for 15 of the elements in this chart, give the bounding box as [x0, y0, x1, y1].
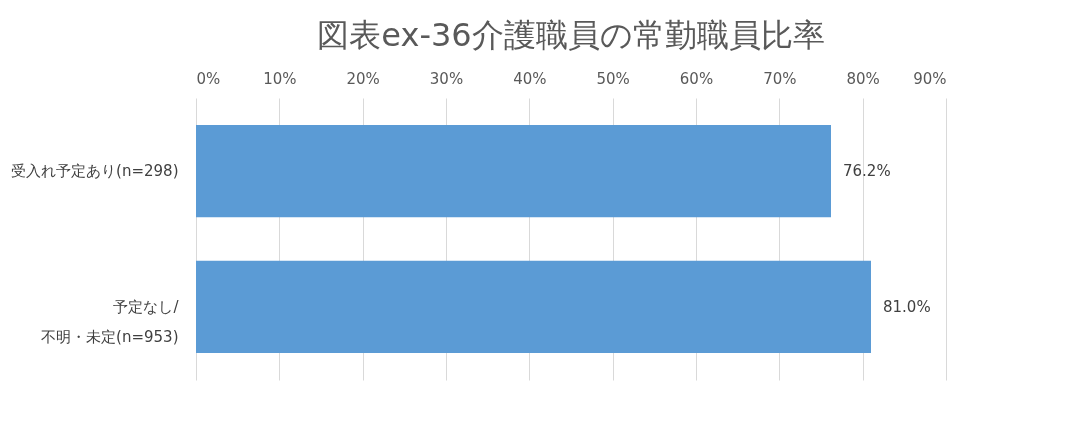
x-tick-label: 50% — [596, 69, 630, 88]
x-tick-label: 80% — [846, 69, 880, 88]
x-tick-label: 70% — [763, 69, 797, 88]
chart-title: 図表ex-36介護職員の常勤職員比率 — [317, 16, 825, 54]
x-tick-label: 90% — [913, 69, 947, 88]
x-tick-label: 0% — [196, 69, 221, 88]
x-tick-label: 20% — [346, 69, 380, 88]
x-tick-label: 40% — [513, 69, 547, 88]
x-tick-label: 10% — [263, 69, 297, 88]
data-label: 81.0% — [883, 297, 931, 316]
y-tick-label: 受入れ予定あり(n=298) — [11, 162, 179, 181]
x-tick-label: 60% — [679, 69, 714, 88]
data-label: 76.2% — [843, 162, 891, 181]
y-tick-label: 予定なし/ 不明・未定(n=953) — [41, 297, 180, 346]
x-tick-label: 30% — [429, 69, 464, 88]
